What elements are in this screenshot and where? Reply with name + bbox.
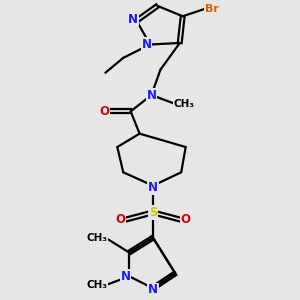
Text: N: N bbox=[128, 13, 138, 26]
Text: N: N bbox=[146, 88, 157, 101]
Text: N: N bbox=[141, 38, 152, 51]
Text: CH₃: CH₃ bbox=[87, 280, 108, 290]
Text: N: N bbox=[121, 270, 130, 283]
Text: CH₃: CH₃ bbox=[87, 233, 108, 243]
Text: Br: Br bbox=[205, 4, 218, 14]
Text: S: S bbox=[149, 206, 157, 219]
Text: CH₃: CH₃ bbox=[173, 99, 194, 109]
Text: N: N bbox=[148, 181, 158, 194]
Text: N: N bbox=[148, 283, 158, 296]
Text: O: O bbox=[181, 213, 191, 226]
Text: O: O bbox=[115, 213, 125, 226]
Text: O: O bbox=[99, 105, 109, 118]
